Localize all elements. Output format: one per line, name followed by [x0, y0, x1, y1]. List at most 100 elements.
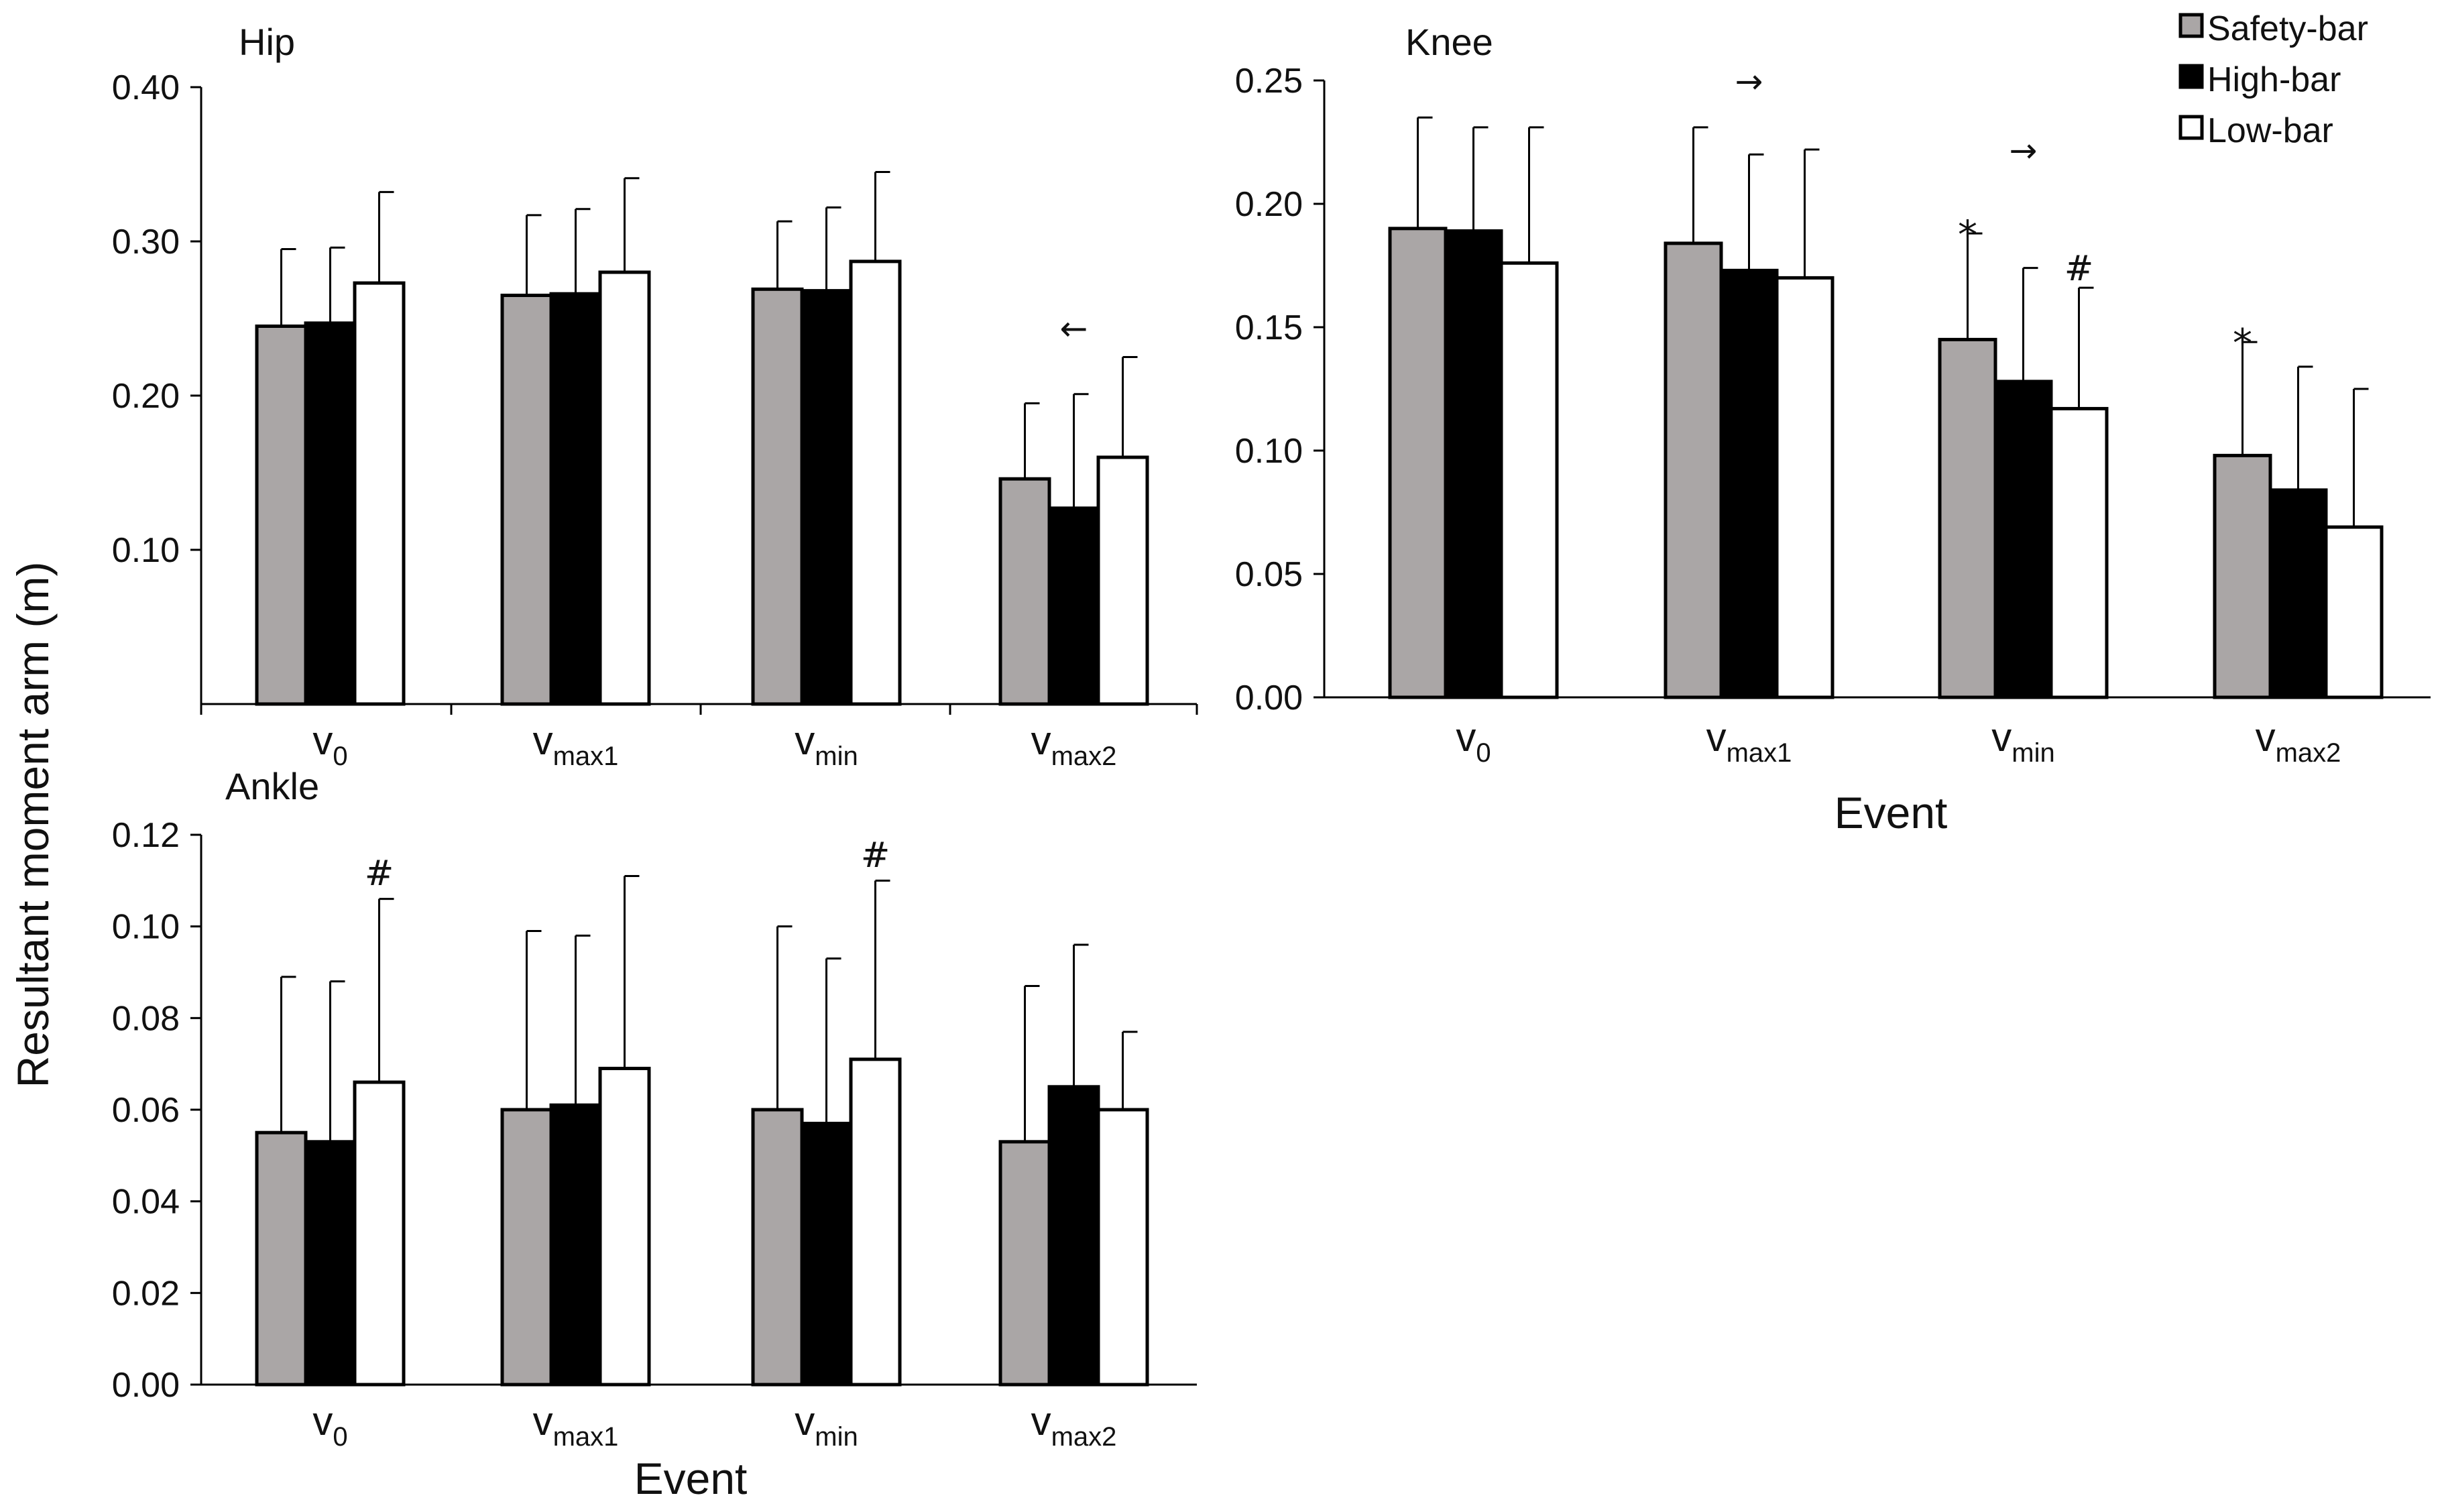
knee-category-main: v [1456, 715, 1476, 760]
knee-category-subscript: min [2012, 738, 2054, 768]
knee-low-bar-bar [2324, 525, 2384, 699]
knee-low-bar-bar [2049, 406, 2109, 699]
knee-high-bar-bar [1993, 380, 2053, 699]
hip-low-bar-bar [1096, 455, 1149, 706]
knee-category-label: vmax2 [2256, 715, 2341, 768]
hip-safety-bar-bar [255, 325, 308, 706]
knee-safety-bar-bar [1938, 337, 1997, 699]
knee-y-tick-label: 0.00 [1235, 679, 1303, 717]
knee-category-subscript: max1 [1727, 738, 1792, 768]
knee-y-tick-label: 0.05 [1235, 555, 1303, 594]
knee-category-label: vmin [1991, 715, 2054, 768]
hip-y-tick-label: 0.40 [112, 68, 180, 107]
knee-arrow-annotation: → [1735, 62, 1763, 101]
knee-hash-annotation: # [2064, 249, 2094, 289]
hip-category-main: v [312, 718, 333, 763]
knee-arrow-annotation: → [2010, 131, 2038, 170]
hip-high-bar-bar [1047, 506, 1100, 706]
ankle-y-tick-label: 0.04 [112, 1183, 180, 1222]
legend-label-low-bar: Low-bar [2207, 111, 2333, 150]
hip-category-subscript: 0 [333, 742, 347, 771]
ankle-category-subscript: min [815, 1422, 858, 1452]
knee-category-main: v [1991, 715, 2012, 760]
hip-safety-bar-bar [751, 287, 804, 706]
hip-category-label: v0 [312, 718, 347, 771]
hip-category-label: vmax1 [533, 718, 619, 771]
hip-low-bar-bar [849, 259, 902, 706]
knee-safety-bar-bar [1388, 227, 1448, 699]
ankle-safety-bar-bar [500, 1108, 553, 1387]
ankle-high-bar-bar [1047, 1085, 1100, 1387]
hip-panel-title: Hip [239, 21, 295, 63]
ankle-category-main: v [1031, 1399, 1051, 1444]
ankle-category-label: vmax1 [533, 1399, 619, 1452]
ankle-category-subscript: 0 [333, 1422, 347, 1452]
legend-swatch-low-bar [2178, 115, 2204, 140]
ankle-y-tick-label: 0.10 [112, 908, 180, 947]
y-axis-title: Resultant moment arm (m) [8, 562, 58, 1088]
knee-star-annotation: * [2233, 321, 2252, 366]
legend-swatch-high-bar [2178, 64, 2204, 89]
hip-low-bar-bar [353, 281, 406, 706]
ankle-category-subscript: max1 [553, 1422, 619, 1452]
hip-category-subscript: min [815, 742, 858, 771]
ankle-x-axis-title: Event [634, 1454, 748, 1503]
knee-category-main: v [2256, 715, 2276, 760]
hip-high-bar-bar [549, 292, 602, 706]
ankle-hash-annotation: # [861, 835, 890, 876]
ankle-safety-bar-bar [255, 1130, 308, 1387]
ankle-category-subscript: max2 [1051, 1422, 1117, 1452]
knee-category-label: v0 [1456, 715, 1491, 768]
hip-category-subscript: max1 [553, 742, 619, 771]
hip-category-subscript: max2 [1051, 742, 1117, 771]
knee-y-tick-label: 0.10 [1235, 432, 1303, 471]
ankle-high-bar-bar [800, 1122, 853, 1387]
ankle-y-tick-label: 0.02 [112, 1274, 180, 1313]
knee-high-bar-bar [1719, 268, 1779, 699]
legend-label-safety-bar: Safety-bar [2207, 9, 2368, 48]
ankle-category-main: v [533, 1399, 553, 1444]
ankle-high-bar-bar [304, 1140, 357, 1387]
knee-low-bar-bar [1499, 261, 1559, 699]
ankle-hash-annotation: # [365, 854, 394, 894]
hip-high-bar-bar [304, 321, 357, 706]
ankle-y-tick-label: 0.00 [112, 1366, 180, 1405]
knee-category-subscript: max2 [2276, 738, 2341, 768]
hip-category-main: v [533, 718, 553, 763]
hip-category-main: v [795, 718, 815, 763]
ankle-category-label: v0 [312, 1399, 347, 1452]
knee-panel-title: Knee [1405, 21, 1493, 63]
knee-category-main: v [1706, 715, 1727, 760]
knee-safety-bar-bar [2213, 453, 2272, 699]
ankle-y-tick-label: 0.06 [112, 1091, 180, 1130]
ankle-panel-title: Ankle [225, 765, 319, 807]
hip-safety-bar-bar [500, 294, 553, 706]
legend-label-high-bar: High-bar [2207, 60, 2341, 99]
hip-high-bar-bar [800, 289, 853, 706]
knee-category-label: vmax1 [1706, 715, 1792, 768]
ankle-low-bar-bar [1096, 1108, 1149, 1387]
knee-high-bar-bar [2268, 488, 2328, 699]
ankle-category-label: vmax2 [1031, 1399, 1117, 1452]
hip-y-tick-label: 0.10 [112, 531, 180, 570]
ankle-high-bar-bar [549, 1103, 602, 1387]
ankle-safety-bar-bar [998, 1140, 1051, 1387]
knee-low-bar-bar [1775, 276, 1834, 699]
legend-swatch-safety-bar [2178, 13, 2204, 38]
knee-star-annotation: * [1958, 212, 1977, 257]
ankle-low-bar-bar [598, 1067, 651, 1387]
knee-y-tick-label: 0.25 [1235, 62, 1303, 101]
hip-category-label: vmin [795, 718, 858, 771]
knee-y-tick-label: 0.15 [1235, 308, 1303, 347]
knee-safety-bar-bar [1664, 241, 1723, 699]
ankle-low-bar-bar [849, 1057, 902, 1387]
hip-low-bar-bar [598, 270, 651, 706]
ankle-y-tick-label: 0.12 [112, 816, 180, 855]
knee-x-axis-title: Event [1834, 788, 1948, 837]
knee-high-bar-bar [1444, 229, 1503, 699]
